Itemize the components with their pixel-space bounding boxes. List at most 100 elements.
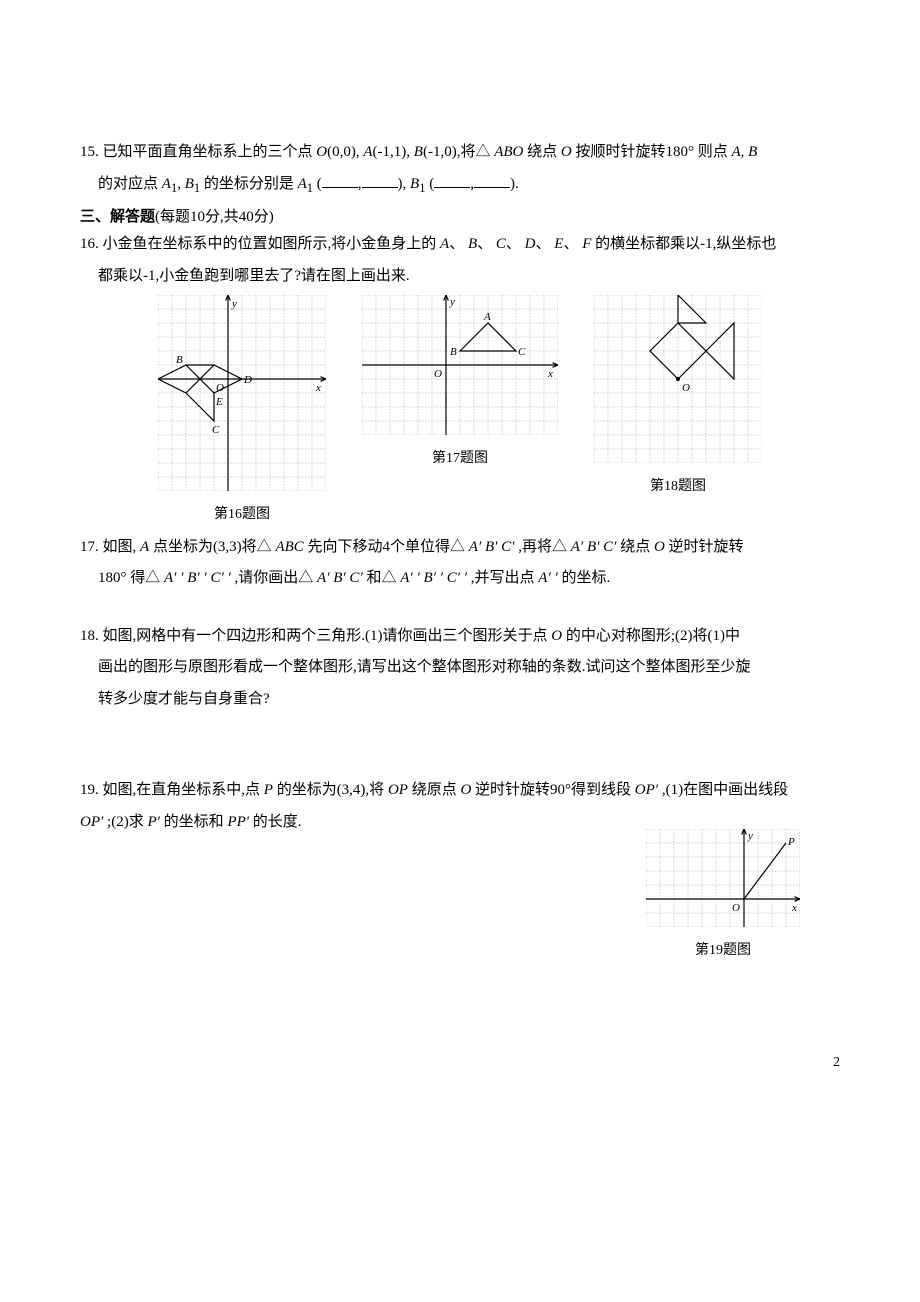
svg-text:D: D bbox=[243, 374, 252, 386]
figure-17-caption: 第17题图 bbox=[362, 447, 558, 471]
question-15: 15. 已知平面直角坐标系上的三个点 O(0,0), A(-1,1), B(-1… bbox=[80, 140, 840, 166]
q15-A1b: A bbox=[298, 176, 307, 192]
q19-OP: OP bbox=[388, 782, 408, 798]
svg-text:A: A bbox=[483, 311, 491, 323]
figure-17-svg: yxOABC bbox=[362, 295, 558, 435]
q15-blank4 bbox=[474, 172, 510, 188]
q18-t4: 转多少度才能与自身重合? bbox=[98, 691, 270, 707]
sec3-label: 三、 bbox=[80, 209, 110, 225]
q17-t10: 的坐标. bbox=[562, 570, 611, 586]
q15-blank3 bbox=[434, 172, 470, 188]
q15-O: O bbox=[316, 144, 327, 160]
figure-18-caption: 第18题图 bbox=[594, 475, 762, 499]
svg-text:y: y bbox=[449, 296, 455, 308]
q16-s1: 、 bbox=[449, 236, 464, 252]
question-18-line2: 画出的图形与原图形看成一个整体图形,请写出这个整体图形对称轴的条数.试问这个整体… bbox=[80, 655, 840, 681]
q15-Bc: (-1,0),将△ bbox=[423, 144, 491, 160]
q17-t2: 点坐标为(3,3)将△ bbox=[153, 539, 272, 555]
q15-ABO: ABO bbox=[494, 144, 523, 160]
q17-A: A bbox=[140, 539, 149, 555]
q17-A2b: A′ ′ B′ ′ C′ ′ bbox=[400, 570, 467, 586]
figures-row: null yxOBADEC 第16题图 yxOABC 第17题图 O 第18题图 bbox=[80, 295, 840, 526]
question-18-line3: 转多少度才能与自身重合? bbox=[80, 687, 840, 713]
figure-19-wrap: yxOP 第19题图 bbox=[80, 841, 840, 991]
q17-and: 和△ bbox=[366, 570, 396, 586]
svg-text:y: y bbox=[747, 830, 753, 842]
q17-A2c: A′ ′ bbox=[538, 570, 557, 586]
q15-blank1 bbox=[322, 172, 358, 188]
q15-comma3: , bbox=[177, 176, 181, 192]
question-16-line2: 都乘以-1,小金鱼跑到哪里去了?请在图上画出来. bbox=[80, 264, 840, 290]
figure-18: O 第18题图 bbox=[594, 295, 762, 526]
q17-t6: 逆时针旋转 bbox=[669, 539, 744, 555]
q15-comma: , bbox=[741, 144, 745, 160]
q16-num: 16. bbox=[80, 236, 99, 252]
q17-num: 17. bbox=[80, 539, 99, 555]
q16-s4: 、 bbox=[536, 236, 551, 252]
question-17: 17. 如图, A 点坐标为(3,3)将△ ABC 先向下移动4个单位得△ A′… bbox=[80, 535, 840, 561]
section-3-title: 三、解答题(每题10分,共40分) bbox=[80, 205, 840, 231]
q16-A: A bbox=[440, 236, 449, 252]
q17-A2: A′ ′ B′ ′ C′ ′ bbox=[164, 570, 231, 586]
q18-t3: 画出的图形与原图形看成一个整体图形,请写出这个整体图形对称轴的条数.试问这个整体… bbox=[98, 659, 751, 675]
svg-text:x: x bbox=[315, 382, 321, 394]
svg-text:B: B bbox=[176, 354, 183, 366]
q17-t1: 如图, bbox=[103, 539, 137, 555]
svg-text:P: P bbox=[787, 836, 795, 848]
q17-t3: 先向下移动4个单位得△ bbox=[308, 539, 466, 555]
svg-text:C: C bbox=[212, 424, 220, 436]
q18-O: O bbox=[551, 628, 562, 644]
q15-t1: 已知平面直角坐标系上的三个点 bbox=[103, 144, 313, 160]
q19-P1: P′ bbox=[147, 814, 159, 830]
svg-text:x: x bbox=[791, 902, 797, 914]
q17-t7: 180° 得△ bbox=[98, 570, 160, 586]
q15-t5: 的坐标分别是 bbox=[204, 176, 294, 192]
q15-t2: 绕点 bbox=[527, 144, 557, 160]
q16-t2: 的横坐标都乘以-1,纵坐标也 bbox=[595, 236, 776, 252]
q19-t3: 绕原点 bbox=[412, 782, 457, 798]
q19-t8: 的坐标和 bbox=[164, 814, 224, 830]
q17-t9: ,并写出点 bbox=[471, 570, 535, 586]
figure-18-svg: O bbox=[594, 295, 762, 463]
figure-16-caption: 第16题图 bbox=[158, 503, 326, 527]
svg-text:B: B bbox=[450, 346, 457, 358]
q18-t2: 的中心对称图形;(2)将(1)中 bbox=[566, 628, 740, 644]
q15-O2: O bbox=[561, 144, 572, 160]
q15-close2: ). bbox=[510, 176, 519, 192]
q15-Oc: (0,0), bbox=[327, 144, 360, 160]
q16-D: D bbox=[525, 236, 536, 252]
q16-s3: 、 bbox=[506, 236, 521, 252]
q19-num: 19. bbox=[80, 782, 99, 798]
question-19: 19. 如图,在直角坐标系中,点 P 的坐标为(3,4),将 OP 绕原点 O … bbox=[80, 778, 840, 804]
q15-B1b: B bbox=[410, 176, 419, 192]
q15-t4: 的对应点 bbox=[98, 176, 158, 192]
svg-text:E: E bbox=[215, 396, 223, 408]
q15-close1: ), bbox=[398, 176, 407, 192]
q17-A1c: A′ B′ C′ bbox=[317, 570, 366, 586]
figure-19-svg: y x O P bbox=[646, 829, 800, 927]
svg-text:O: O bbox=[434, 368, 442, 380]
q16-t1: 小金鱼在坐标系中的位置如图所示,将小金鱼身上的 bbox=[103, 236, 437, 252]
q19-t4: 逆时针旋转90°得到线段 bbox=[475, 782, 631, 798]
q16-s5: 、 bbox=[563, 236, 578, 252]
sec3-note: (每题10分,共40分) bbox=[155, 209, 274, 225]
q19-P: P bbox=[264, 782, 273, 798]
figure-16: null yxOBADEC 第16题图 bbox=[158, 295, 326, 526]
page-number: 2 bbox=[833, 1055, 840, 1071]
svg-text:x: x bbox=[547, 368, 553, 380]
q16-s2: 、 bbox=[477, 236, 492, 252]
q17-t5: 绕点 bbox=[620, 539, 650, 555]
q15-A2: A bbox=[731, 144, 740, 160]
q16-t3: 都乘以-1,小金鱼跑到哪里去了?请在图上画出来. bbox=[98, 268, 410, 284]
q15-B1: B bbox=[185, 176, 194, 192]
sec3-title: 解答题 bbox=[110, 209, 155, 225]
q18-num: 18. bbox=[80, 628, 99, 644]
q17-ABC: ABC bbox=[275, 539, 303, 555]
q19-t5: ,(1)在图中画出线段 bbox=[662, 782, 788, 798]
q19-t1: 如图,在直角坐标系中,点 bbox=[103, 782, 261, 798]
svg-text:O: O bbox=[732, 902, 740, 914]
q19-t7: ;(2)求 bbox=[107, 814, 144, 830]
q19-t6: OP′ bbox=[80, 814, 103, 830]
q16-C: C bbox=[496, 236, 506, 252]
q19-t9: 的长度. bbox=[253, 814, 302, 830]
